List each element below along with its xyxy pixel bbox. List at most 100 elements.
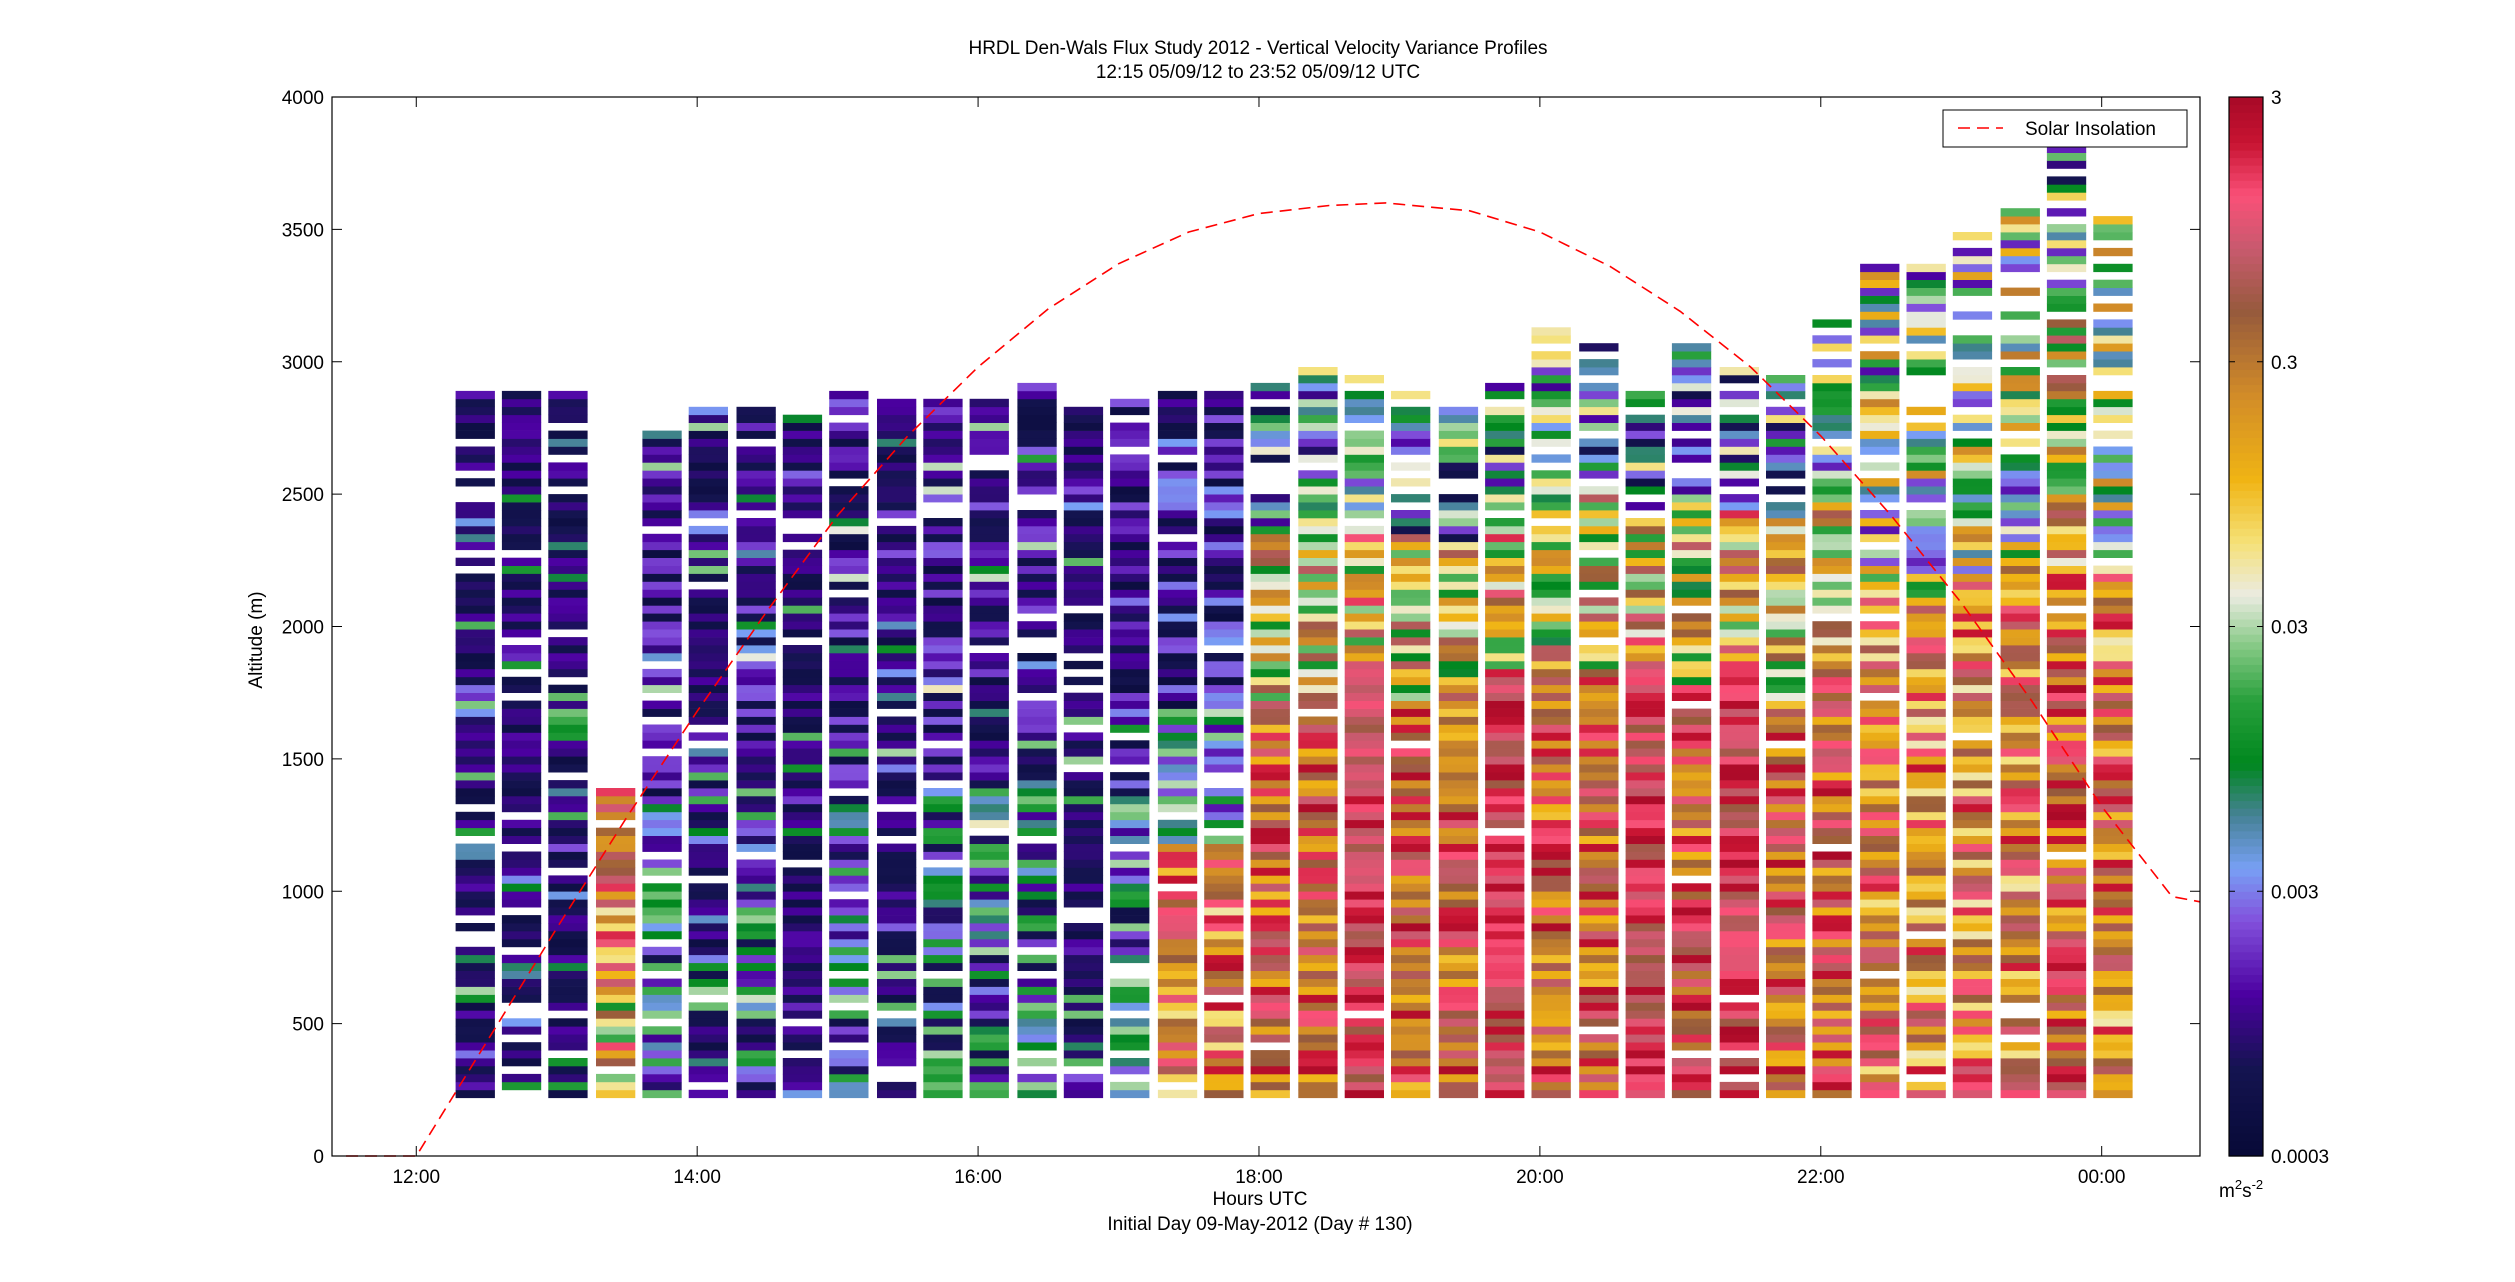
heatmap-cell <box>1063 1081 1104 1091</box>
heatmap-cell <box>1671 589 1712 598</box>
heatmap-cell <box>1671 446 1712 455</box>
heatmap-cell <box>1719 931 1759 940</box>
heatmap-cell <box>2093 263 2133 273</box>
heatmap-cell <box>1766 883 1806 892</box>
colorbar-band <box>2229 853 2263 862</box>
heatmap-cell <box>501 605 542 614</box>
heatmap-cell <box>1157 708 1198 717</box>
heatmap-cell <box>1671 414 1712 423</box>
heatmap-cell <box>782 875 823 884</box>
heatmap-cell <box>782 819 823 829</box>
heatmap-cell <box>1063 811 1104 821</box>
heatmap-cell <box>1952 629 1993 638</box>
heatmap-cell <box>1579 994 1619 1003</box>
heatmap-cell <box>1671 954 1712 964</box>
heatmap-cell <box>1157 1089 1198 1099</box>
heatmap-cell <box>642 788 682 797</box>
heatmap-cell <box>548 525 588 535</box>
heatmap-cell <box>1812 494 1852 503</box>
heatmap-cell <box>877 1002 917 1011</box>
heatmap-cell <box>1110 676 1150 686</box>
heatmap-cell <box>548 1042 588 1051</box>
heatmap-cell <box>877 430 917 439</box>
heatmap-cell <box>1719 1002 1759 1011</box>
heatmap-cell <box>1298 724 1338 733</box>
heatmap-cell <box>1579 645 1619 654</box>
heatmap-cell <box>2093 660 2133 670</box>
heatmap-cell <box>829 1066 869 1075</box>
heatmap-cell <box>1110 1066 1150 1075</box>
heatmap-cell <box>2000 700 2040 709</box>
heatmap-cell <box>1812 700 1852 709</box>
heatmap-cell <box>1766 986 1806 995</box>
heatmap-cell <box>1906 835 1946 844</box>
heatmap-cell <box>969 986 1009 995</box>
heatmap-cell <box>1204 533 1244 543</box>
heatmap-cell <box>1719 946 1759 956</box>
heatmap-cell <box>2093 835 2133 844</box>
heatmap-cell <box>1906 748 1946 757</box>
heatmap-cell <box>1017 621 1057 630</box>
heatmap-cell <box>1391 605 1431 614</box>
heatmap-cell <box>455 653 495 662</box>
heatmap-cell <box>1344 780 1384 789</box>
heatmap-cell <box>1157 875 1198 884</box>
heatmap-cell <box>1766 605 1806 614</box>
heatmap-cell <box>548 406 588 416</box>
colorbar-band <box>2229 717 2263 726</box>
heatmap-cell <box>1671 390 1712 400</box>
colorbar-band <box>2229 134 2263 143</box>
heatmap-cell <box>688 748 728 757</box>
heatmap-cell <box>1391 541 1431 551</box>
heatmap-cell <box>548 549 588 558</box>
heatmap-cell <box>1906 1058 1946 1067</box>
heatmap-cell <box>455 557 495 566</box>
heatmap-cell <box>501 748 542 757</box>
heatmap-cell <box>2000 1058 2040 1067</box>
heatmap-cell <box>1719 827 1759 836</box>
heatmap-cell <box>1298 954 1338 964</box>
heatmap-cell <box>923 891 963 900</box>
heatmap-cell <box>1812 1042 1852 1051</box>
heatmap-cell <box>501 1050 542 1059</box>
heatmap-cell <box>1298 843 1338 852</box>
heatmap-cell <box>1110 1026 1150 1035</box>
heatmap-cell <box>2000 708 2040 717</box>
heatmap-cell <box>1625 795 1665 805</box>
heatmap-cell <box>1391 732 1431 741</box>
heatmap-cell <box>829 899 869 908</box>
heatmap-cell <box>688 549 728 558</box>
heatmap-cell <box>1812 541 1852 551</box>
heatmap-cell <box>1391 907 1431 916</box>
heatmap-cell <box>642 462 682 471</box>
heatmap-cell <box>1438 819 1479 829</box>
heatmap-cell <box>1250 907 1290 916</box>
heatmap-cell <box>1906 454 1946 463</box>
heatmap-cell <box>1531 589 1571 598</box>
heatmap-cell <box>1157 732 1198 741</box>
heatmap-cell <box>1719 811 1759 821</box>
heatmap-cell <box>1906 843 1946 852</box>
heatmap-cell <box>1671 986 1712 995</box>
heatmap-cell <box>736 875 776 884</box>
heatmap-cell <box>1625 470 1665 479</box>
profile-column <box>1906 263 1946 1099</box>
heatmap-cell <box>1860 303 1900 312</box>
colorbar-band <box>2229 558 2263 567</box>
heatmap-cell <box>1952 835 1993 844</box>
heatmap-cell <box>1017 1042 1057 1051</box>
colorbar-band <box>2229 565 2263 575</box>
heatmap-cell <box>1344 859 1384 868</box>
heatmap-cell <box>1063 938 1104 948</box>
heatmap-cell <box>1906 716 1946 725</box>
heatmap-cell <box>1391 851 1431 860</box>
heatmap-cell <box>829 1034 869 1043</box>
heatmap-cell <box>2000 795 2040 805</box>
heatmap-cell <box>1344 621 1384 630</box>
heatmap-cell <box>782 1089 823 1099</box>
heatmap-cell <box>969 557 1009 566</box>
heatmap-cell <box>2093 1058 2133 1067</box>
heatmap-cell <box>877 883 917 892</box>
heatmap-cell <box>1485 994 1525 1003</box>
heatmap-cell <box>2093 390 2133 400</box>
